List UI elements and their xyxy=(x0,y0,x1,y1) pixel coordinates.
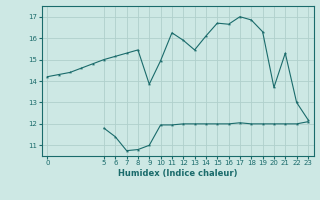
X-axis label: Humidex (Indice chaleur): Humidex (Indice chaleur) xyxy=(118,169,237,178)
